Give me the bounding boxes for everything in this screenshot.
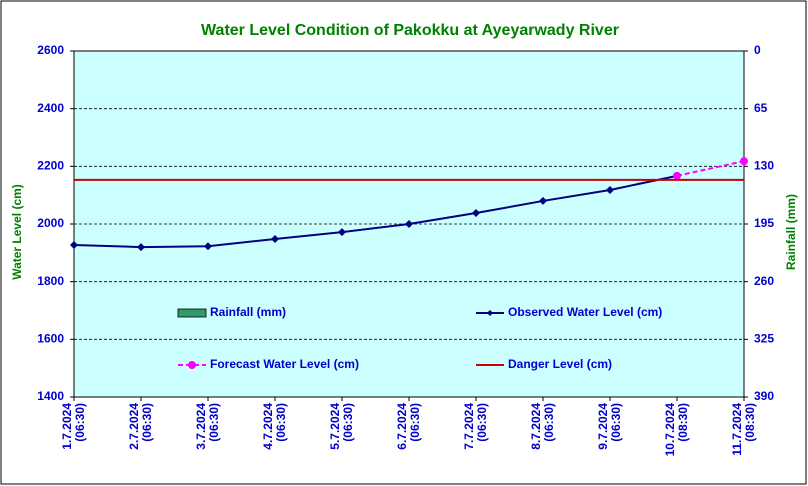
x-tick-label: 4.7.2024 [261, 403, 275, 450]
legend-marker [487, 310, 493, 316]
y-tick-label: 1800 [37, 274, 64, 288]
y-tick-label: 1600 [37, 332, 64, 346]
legend-swatch [177, 308, 207, 318]
y-axis-title: Water Level (cm) [10, 184, 24, 280]
y-tick-label: 1400 [37, 389, 64, 403]
marker [472, 209, 480, 218]
legend-label: Observed Water Level (cm) [508, 305, 662, 319]
chart-title: Water Level Condition of Pakokku at Ayey… [201, 22, 619, 39]
marker [405, 220, 413, 228]
marker [137, 243, 145, 252]
marker [673, 171, 681, 180]
legend-marker [188, 361, 196, 369]
x-tick-time: (06:30) [475, 403, 489, 442]
x-tick-label: 7.7.2024 [462, 403, 476, 450]
y2-axis-title: Rainfall (mm) [784, 194, 798, 270]
marker [539, 196, 547, 205]
x-tick-time: (06:30) [140, 403, 154, 442]
y-tick-label: 2000 [37, 216, 64, 230]
marker [204, 242, 212, 251]
y2-tick-label: 195 [754, 216, 774, 230]
marker [606, 185, 614, 194]
x-tick-label: 9.7.2024 [596, 403, 610, 450]
x-tick-time: (06:30) [542, 403, 556, 442]
x-tick-label: 8.7.2024 [529, 403, 543, 450]
y2-tick-label: 65 [754, 101, 768, 115]
legend-label: Rainfall (mm) [210, 305, 286, 319]
x-tick-label: 2.7.2024 [127, 403, 141, 450]
legend-label: Forecast Water Level (cm) [210, 357, 359, 371]
y-tick-label: 2400 [37, 101, 64, 115]
x-tick-label: 11.7.2024 [730, 403, 744, 456]
x-tick-label: 1.7.2024 [60, 403, 74, 450]
y2-tick-label: 325 [754, 332, 774, 346]
legend-label: Danger Level (cm) [508, 357, 612, 371]
x-tick-time: (08:30) [676, 403, 690, 442]
y2-tick-label: 130 [754, 159, 774, 173]
x-tick-time: (06:30) [609, 403, 623, 442]
marker [271, 234, 279, 243]
y2-tick-label: 390 [754, 389, 774, 403]
x-tick-label: 6.7.2024 [395, 403, 409, 450]
y-tick-label: 2600 [37, 43, 64, 57]
x-tick-label: 3.7.2024 [194, 403, 208, 450]
x-tick-time: (06:30) [408, 403, 422, 442]
x-tick-label: 5.7.2024 [328, 403, 342, 450]
x-tick-time: (08:30) [743, 403, 757, 442]
series-line [73, 174, 678, 249]
x-tick-time: (06:30) [274, 403, 288, 442]
y2-tick-label: 0 [754, 43, 761, 57]
x-tick-label: 10.7.2024 [663, 403, 677, 457]
x-tick-time: (06:30) [73, 403, 87, 442]
x-tick-time: (06:30) [207, 403, 221, 442]
marker [70, 241, 78, 250]
y-tick-label: 2200 [37, 159, 64, 173]
marker [740, 157, 748, 166]
x-tick-time: (06:30) [341, 403, 355, 442]
series-line [676, 160, 745, 177]
y2-tick-label: 260 [754, 274, 774, 288]
marker [338, 228, 346, 237]
